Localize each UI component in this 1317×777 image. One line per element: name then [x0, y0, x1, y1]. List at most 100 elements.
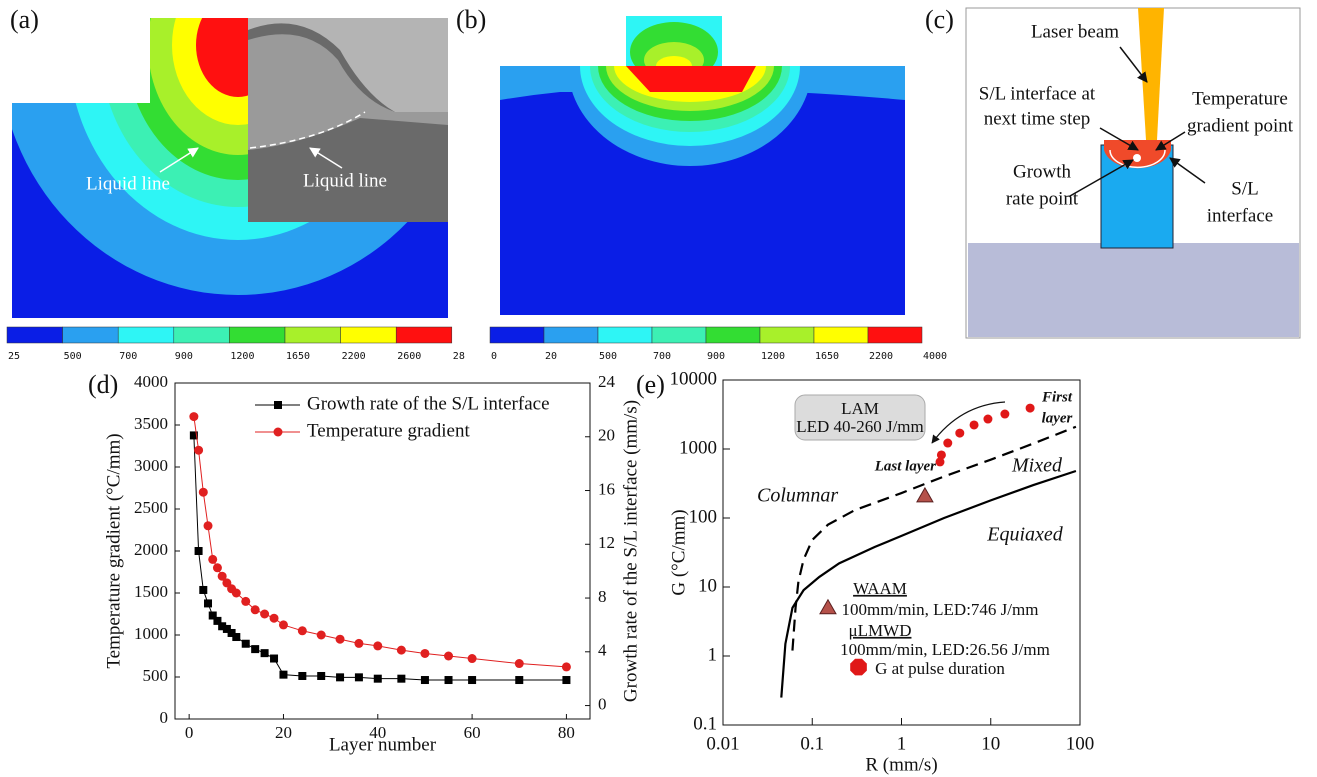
annotation: Temperature — [1192, 88, 1288, 109]
point — [1026, 404, 1035, 413]
y2-tick-label: 20 — [598, 426, 615, 445]
legend-marker — [274, 401, 282, 409]
annotation: μLMWD — [849, 621, 912, 640]
point — [397, 646, 406, 655]
colorbar-label: 700 — [653, 351, 671, 362]
point — [241, 597, 250, 606]
annotation: Liquid line — [86, 173, 170, 194]
point — [420, 649, 429, 658]
panel-a: Liquid lineLiquid line255007009001200165… — [0, 0, 478, 362]
colorbar-label: 0 — [491, 351, 497, 362]
annotation: Growth — [1013, 161, 1072, 182]
point — [261, 649, 269, 657]
substrate — [968, 243, 1299, 337]
colorbar-label: 1200 — [230, 351, 254, 362]
colorbar-label: 28 — [453, 351, 465, 362]
point — [515, 676, 523, 684]
colorbar-cell — [7, 327, 63, 343]
legend-marker — [274, 428, 283, 437]
y-tick-label: 10 — [698, 575, 717, 596]
y-tick-label: 1000 — [679, 437, 717, 458]
figure: Liquid lineLiquid line255007009001200165… — [0, 0, 1317, 777]
legend-label: Growth rate of the S/L interface — [307, 393, 550, 414]
panel-label: (e) — [636, 370, 665, 399]
colorbar-label: 2200 — [869, 351, 893, 362]
y-axis-label: Temperature gradient (°C/mm) — [103, 433, 124, 668]
colorbar-cell — [652, 327, 706, 343]
y2-tick-label: 24 — [598, 372, 616, 391]
point — [943, 439, 952, 448]
point — [298, 672, 306, 680]
annotation: layer — [1042, 410, 1073, 426]
point — [194, 446, 203, 455]
colorbar-label: 900 — [707, 351, 725, 362]
series-line — [194, 417, 567, 667]
annotation: rate point — [1006, 188, 1079, 209]
colorbar-cell — [598, 327, 652, 343]
annotation: Laser beam — [1031, 21, 1119, 42]
colorbar-cell — [229, 327, 285, 343]
x-tick-label: 1 — [897, 733, 907, 754]
point — [242, 640, 250, 648]
y-tick-label: 2500 — [134, 498, 168, 517]
point — [232, 589, 241, 598]
point — [204, 599, 212, 607]
y2-tick-label: 16 — [598, 479, 615, 498]
point — [317, 672, 325, 680]
colorbar-label: 1200 — [761, 351, 785, 362]
y2-tick-label: 8 — [598, 587, 607, 606]
point — [970, 420, 979, 429]
point — [354, 639, 363, 648]
point — [445, 676, 453, 684]
colorbar-cell — [868, 327, 922, 343]
y-tick-label: 10000 — [670, 368, 718, 389]
annotation: LAM — [841, 399, 879, 418]
colorbar-cell — [814, 327, 868, 343]
x-tick-label: 0.1 — [800, 733, 824, 754]
point — [562, 676, 570, 684]
colorbar-cell — [760, 327, 814, 343]
y-tick-label: 0 — [160, 708, 169, 727]
annotation: First — [1041, 389, 1073, 405]
point — [279, 620, 288, 629]
point — [562, 662, 571, 671]
point — [374, 675, 382, 683]
point — [468, 676, 476, 684]
colorbar-label: 2600 — [397, 351, 421, 362]
point — [983, 415, 992, 424]
colorbar-cell — [118, 327, 174, 343]
colorbar-label: 20 — [545, 351, 557, 362]
point — [444, 652, 453, 661]
annotation: Mixed — [1011, 455, 1063, 477]
legend-label: Temperature gradient — [307, 420, 470, 441]
y-tick-label: 500 — [143, 666, 169, 685]
point — [279, 671, 287, 679]
panel-label: (a) — [10, 5, 39, 34]
colorbar-cell — [341, 327, 397, 343]
point — [955, 429, 964, 438]
contour-field — [0, 0, 478, 330]
y-tick-label: 4000 — [134, 372, 168, 391]
colorbar-cell — [174, 327, 230, 343]
y-tick-label: 2000 — [134, 540, 168, 559]
point — [189, 412, 198, 421]
point — [208, 555, 217, 564]
point — [317, 631, 326, 640]
annotation: 100mm/min, LED:746 J/mm — [842, 600, 1039, 619]
y-tick-label: 1000 — [134, 624, 168, 643]
annotation: S/L — [1231, 178, 1258, 199]
point — [195, 547, 203, 555]
colorbar-label: 2200 — [342, 351, 366, 362]
colorbar-cell — [706, 327, 760, 343]
y-tick-label: 1500 — [134, 582, 168, 601]
colorbar-cell — [490, 327, 544, 343]
annotation: S/L interface at — [979, 83, 1096, 104]
point — [298, 626, 307, 635]
point — [213, 563, 222, 572]
x-tick-label: 10 — [981, 733, 1000, 754]
panel-label: (c) — [925, 5, 954, 34]
point — [270, 655, 278, 663]
point — [336, 635, 345, 644]
annotation: interface — [1207, 205, 1273, 226]
